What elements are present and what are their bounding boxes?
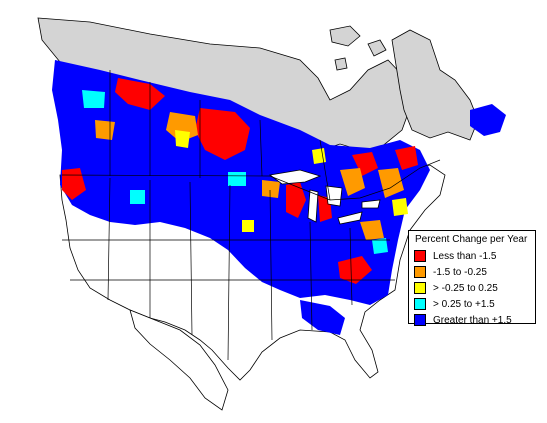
trend-region-stable (312, 148, 326, 164)
legend-label: > 0.25 to +1.5 (433, 298, 495, 310)
trend-region-stable (175, 130, 190, 148)
trend-region-decrease-strong (115, 78, 165, 110)
legend-label: > -0.25 to 0.25 (433, 282, 498, 294)
legend-item: Less than -1.5 (414, 248, 530, 264)
trend-region-decrease-moderate (262, 180, 280, 198)
trend-region-decrease-strong (286, 182, 306, 218)
legend-swatch-cyan (414, 298, 426, 310)
trend-region-decrease-strong (62, 168, 86, 200)
trend-data-layer (52, 60, 506, 335)
trend-region-decrease-moderate (378, 168, 404, 198)
legend: Percent Change per Year Less than -1.5 -… (408, 230, 536, 326)
trend-region-decrease-strong (352, 152, 378, 176)
legend-item: > 0.25 to +1.5 (414, 296, 530, 312)
arctic-island (334, 57, 348, 71)
trend-region-increase-strong (300, 300, 345, 335)
trend-region-decrease-strong (195, 108, 250, 160)
trend-region-increase-strong (470, 104, 506, 136)
political-boundaries (61, 70, 441, 361)
legend-item: Greater than +1.5 (414, 312, 530, 328)
arctic-island (367, 39, 387, 57)
trend-region-increase-moderate (130, 190, 145, 204)
lake-erie (337, 211, 363, 225)
lake-michigan (307, 189, 319, 223)
state-lines (62, 177, 395, 361)
province-lines (109, 70, 331, 201)
us-canada-border (61, 159, 441, 201)
trend-region-stable (392, 198, 408, 216)
trend-region-decrease-moderate (95, 120, 115, 140)
legend-title: Percent Change per Year (415, 234, 528, 245)
trend-region-increase-moderate (82, 90, 105, 108)
lake-ontario (361, 199, 381, 209)
legend-swatch-orange (414, 266, 426, 278)
lake-superior (269, 169, 322, 185)
legend-swatch-yellow (414, 282, 426, 294)
legend-swatch-red (414, 250, 426, 262)
trend-region-increase-moderate (228, 172, 246, 186)
trend-region-stable (242, 220, 254, 232)
legend-label: Less than -1.5 (433, 250, 497, 262)
lake-huron (325, 185, 343, 207)
arctic-island (329, 25, 361, 47)
trend-region-decrease-moderate (360, 220, 384, 240)
trend-region-decrease-moderate (166, 112, 198, 142)
labrador-gray-region (391, 29, 479, 141)
legend-swatch-blue (414, 314, 426, 326)
great-lakes (269, 169, 381, 225)
legend-label: -1.5 to -0.25 (433, 266, 487, 278)
trend-region-decrease-strong (395, 146, 418, 170)
trend-region-decrease-strong (338, 256, 372, 284)
mexico-land (129, 309, 229, 411)
legend-item: -1.5 to -0.25 (414, 264, 530, 280)
legend-label: Greater than +1.5 (433, 314, 512, 326)
trend-region-decrease-moderate (340, 168, 365, 196)
trend-region-increase-moderate (372, 238, 388, 254)
legend-item: > -0.25 to 0.25 (414, 280, 530, 296)
